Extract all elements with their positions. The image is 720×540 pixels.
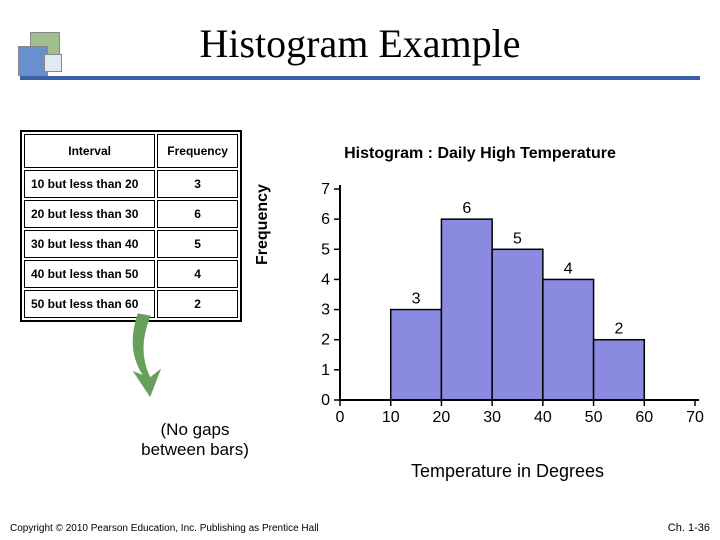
x-tick-label: 30 bbox=[483, 409, 501, 426]
bar-value-label: 3 bbox=[412, 291, 421, 308]
copyright-footer: Copyright © 2010 Pearson Education, Inc.… bbox=[10, 523, 319, 534]
col-header-frequency: Frequency bbox=[157, 134, 238, 168]
y-tick-label: 1 bbox=[321, 362, 330, 379]
bar-value-label: 2 bbox=[614, 321, 623, 338]
histogram-bar bbox=[391, 310, 442, 400]
x-tick-label: 10 bbox=[382, 409, 400, 426]
x-tick-label: 50 bbox=[585, 409, 603, 426]
frequency-cell: 5 bbox=[157, 230, 238, 258]
table-row: 40 but less than 504 bbox=[24, 260, 238, 288]
x-tick-label: 40 bbox=[534, 409, 552, 426]
bar-value-label: 4 bbox=[564, 260, 573, 277]
histogram-bar bbox=[492, 249, 543, 400]
bar-value-label: 6 bbox=[462, 200, 471, 217]
x-tick-label: 60 bbox=[635, 409, 653, 426]
col-header-interval: Interval bbox=[24, 134, 155, 168]
y-axis-label: Frequency bbox=[254, 184, 272, 265]
title-rule bbox=[20, 76, 700, 80]
y-tick-label: 2 bbox=[321, 332, 330, 349]
table-row: 30 but less than 405 bbox=[24, 230, 238, 258]
histogram-bar bbox=[594, 340, 645, 400]
interval-cell: 40 but less than 50 bbox=[24, 260, 155, 288]
arrow-icon bbox=[120, 310, 200, 400]
y-tick-label: 3 bbox=[321, 302, 330, 319]
frequency-cell: 6 bbox=[157, 200, 238, 228]
plot-area: 3654201234567010203040506070 bbox=[310, 175, 705, 430]
y-tick-label: 4 bbox=[321, 271, 330, 288]
frequency-cell: 4 bbox=[157, 260, 238, 288]
interval-cell: 10 but less than 20 bbox=[24, 170, 155, 198]
x-axis-label: Temperature in Degrees bbox=[310, 461, 705, 482]
y-tick-label: 5 bbox=[321, 241, 330, 258]
x-tick-label: 70 bbox=[686, 409, 704, 426]
histogram-bar bbox=[441, 219, 492, 400]
y-tick-label: 7 bbox=[321, 181, 330, 198]
frequency-table: Interval Frequency 10 but less than 2032… bbox=[20, 130, 242, 322]
frequency-cell: 3 bbox=[157, 170, 238, 198]
table-row: 20 but less than 306 bbox=[24, 200, 238, 228]
interval-cell: 20 but less than 30 bbox=[24, 200, 155, 228]
chapter-number: Ch. 1-36 bbox=[668, 522, 710, 534]
x-tick-label: 20 bbox=[433, 409, 451, 426]
histogram-chart: Histogram : Daily High Temperature Frequ… bbox=[260, 145, 710, 485]
note-text: (No gaps between bars) bbox=[140, 420, 250, 459]
y-tick-label: 6 bbox=[321, 211, 330, 228]
bar-value-label: 5 bbox=[513, 230, 522, 247]
y-tick-label: 0 bbox=[321, 392, 330, 409]
x-tick-label: 0 bbox=[336, 409, 345, 426]
page-title: Histogram Example bbox=[0, 20, 720, 67]
table-row: 10 but less than 203 bbox=[24, 170, 238, 198]
histogram-bar bbox=[543, 279, 594, 400]
chart-title: Histogram : Daily High Temperature bbox=[260, 145, 700, 163]
interval-cell: 30 but less than 40 bbox=[24, 230, 155, 258]
